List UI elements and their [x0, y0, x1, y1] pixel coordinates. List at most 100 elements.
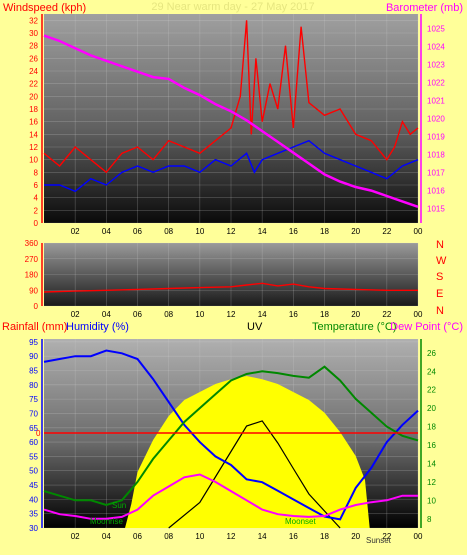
y-tick-label: 95 — [29, 338, 38, 347]
x-tick-label: 14 — [258, 532, 267, 541]
x-tick-label: 20 — [351, 532, 360, 541]
x-tick-label: 02 — [71, 227, 80, 236]
y2-tick-label: 1022 — [427, 78, 445, 87]
y-tick-label: 90 — [29, 286, 38, 295]
x-tick-label: 22 — [382, 227, 391, 236]
y2-tick-label: 14 — [427, 459, 436, 468]
x-tick-label: 04 — [102, 310, 111, 319]
y-tick-label: 55 — [29, 452, 38, 461]
y-tick-label: 40 — [29, 495, 38, 504]
y-tick-label: 30 — [29, 524, 38, 533]
compass-w: W — [436, 255, 447, 267]
x-tick-label: 06 — [133, 532, 142, 541]
y-tick-label: 60 — [29, 438, 38, 447]
y-tick-label: 22 — [29, 80, 38, 89]
y-tick-label: 8 — [34, 168, 39, 177]
series-humidity — [43, 349, 419, 521]
x-tick-label: 16 — [289, 227, 298, 236]
x-tick-label: 18 — [320, 310, 329, 319]
series-dew-point — [43, 473, 418, 520]
x-tick-label: 16 — [289, 310, 298, 319]
y2-tick-label: 16 — [427, 441, 436, 450]
series-average — [44, 139, 419, 193]
x-tick-label: 04 — [102, 227, 111, 236]
y2-tick-label: 8 — [427, 515, 432, 524]
temperature-axis-label: Temperature (°C) — [312, 321, 396, 333]
x-tick-label: 04 — [102, 532, 111, 541]
compass-n2: N — [436, 305, 444, 317]
x-tick-label: 20 — [351, 227, 360, 236]
x-tick-label: 12 — [227, 532, 236, 541]
y-tick-label: 2 — [34, 206, 39, 215]
x-tick-label: 14 — [258, 310, 267, 319]
y-tick-label: 65 — [29, 424, 38, 433]
uv-line — [168, 420, 341, 529]
x-tick-label: 02 — [71, 310, 80, 319]
y2-tick-label: 22 — [427, 386, 436, 395]
compass-e: E — [436, 288, 443, 300]
solar-radiation-area — [125, 376, 370, 528]
x-tick-label: 00 — [414, 532, 423, 541]
y-tick-label: 80 — [29, 381, 38, 390]
y2-tick-label: 1019 — [427, 133, 445, 142]
x-tick-label: 12 — [227, 310, 236, 319]
y-tick-label: 75 — [29, 395, 38, 404]
rain-zero-tick: 0 — [36, 429, 41, 438]
y-tick-label: 12 — [29, 143, 38, 152]
rain-axis-label: Rainfall (mm) — [2, 321, 67, 333]
dewpoint-axis-label: Dew Point (°C) — [390, 321, 463, 333]
x-tick-label: 20 — [351, 310, 360, 319]
y2-tick-label: 1020 — [427, 115, 445, 124]
x-tick-label: 10 — [195, 227, 204, 236]
y-tick-label: 85 — [29, 367, 38, 376]
x-tick-label: 22 — [382, 532, 391, 541]
y2-tick-label: 1015 — [427, 205, 445, 214]
y2-tick-label: 1021 — [427, 96, 445, 105]
y2-tick-label: 24 — [427, 367, 436, 376]
sunset-annotation: Sunset — [366, 536, 392, 545]
y-tick-label: 35 — [29, 510, 38, 519]
series-temperature — [43, 365, 419, 507]
y-tick-label: 26 — [29, 54, 38, 63]
y-tick-label: 70 — [29, 409, 38, 418]
y-tick-label: 18 — [29, 105, 38, 114]
y-tick-label: 90 — [29, 352, 38, 361]
y2-tick-label: 1017 — [427, 169, 445, 178]
compass-n: N — [436, 239, 444, 251]
y-tick-label: 50 — [29, 467, 38, 476]
x-tick-label: 14 — [258, 227, 267, 236]
x-tick-label: 16 — [289, 532, 298, 541]
moonset-annotation: Moonset — [285, 517, 316, 526]
y-tick-label: 16 — [29, 118, 38, 127]
x-tick-label: 10 — [195, 310, 204, 319]
y-tick-label: 0 — [34, 302, 39, 311]
y-tick-label: 20 — [29, 92, 38, 101]
y2-tick-label: 26 — [427, 349, 436, 358]
chart-title: 29 Near warm day - 27 May 2017 — [151, 1, 314, 13]
y-tick-label: 30 — [29, 29, 38, 38]
x-tick-label: 12 — [227, 227, 236, 236]
x-tick-label: 18 — [320, 532, 329, 541]
x-tick-label: 06 — [133, 310, 142, 319]
compass-s: S — [436, 271, 443, 283]
x-tick-label: 00 — [414, 310, 423, 319]
series-direction — [43, 282, 418, 293]
y2-tick-label: 18 — [427, 423, 436, 432]
sun-annotation: Sun — [112, 501, 126, 510]
barometer-axis-label: Barometer (mb) — [386, 2, 463, 14]
y2-tick-label: 1023 — [427, 60, 445, 69]
x-tick-label: 18 — [320, 227, 329, 236]
y-tick-label: 270 — [25, 255, 39, 264]
y-tick-label: 24 — [29, 67, 38, 76]
series-gust — [43, 20, 419, 174]
y-tick-label: 28 — [29, 42, 38, 51]
y2-tick-label: 12 — [427, 478, 436, 487]
y2-tick-label: 1016 — [427, 187, 445, 196]
x-tick-label: 22 — [382, 310, 391, 319]
x-tick-label: 08 — [164, 310, 173, 319]
wind-axis-label: Windspeed (kph) — [3, 2, 86, 14]
y-tick-label: 0 — [34, 219, 39, 228]
x-tick-label: 08 — [164, 227, 173, 236]
y2-tick-label: 1025 — [427, 24, 445, 33]
